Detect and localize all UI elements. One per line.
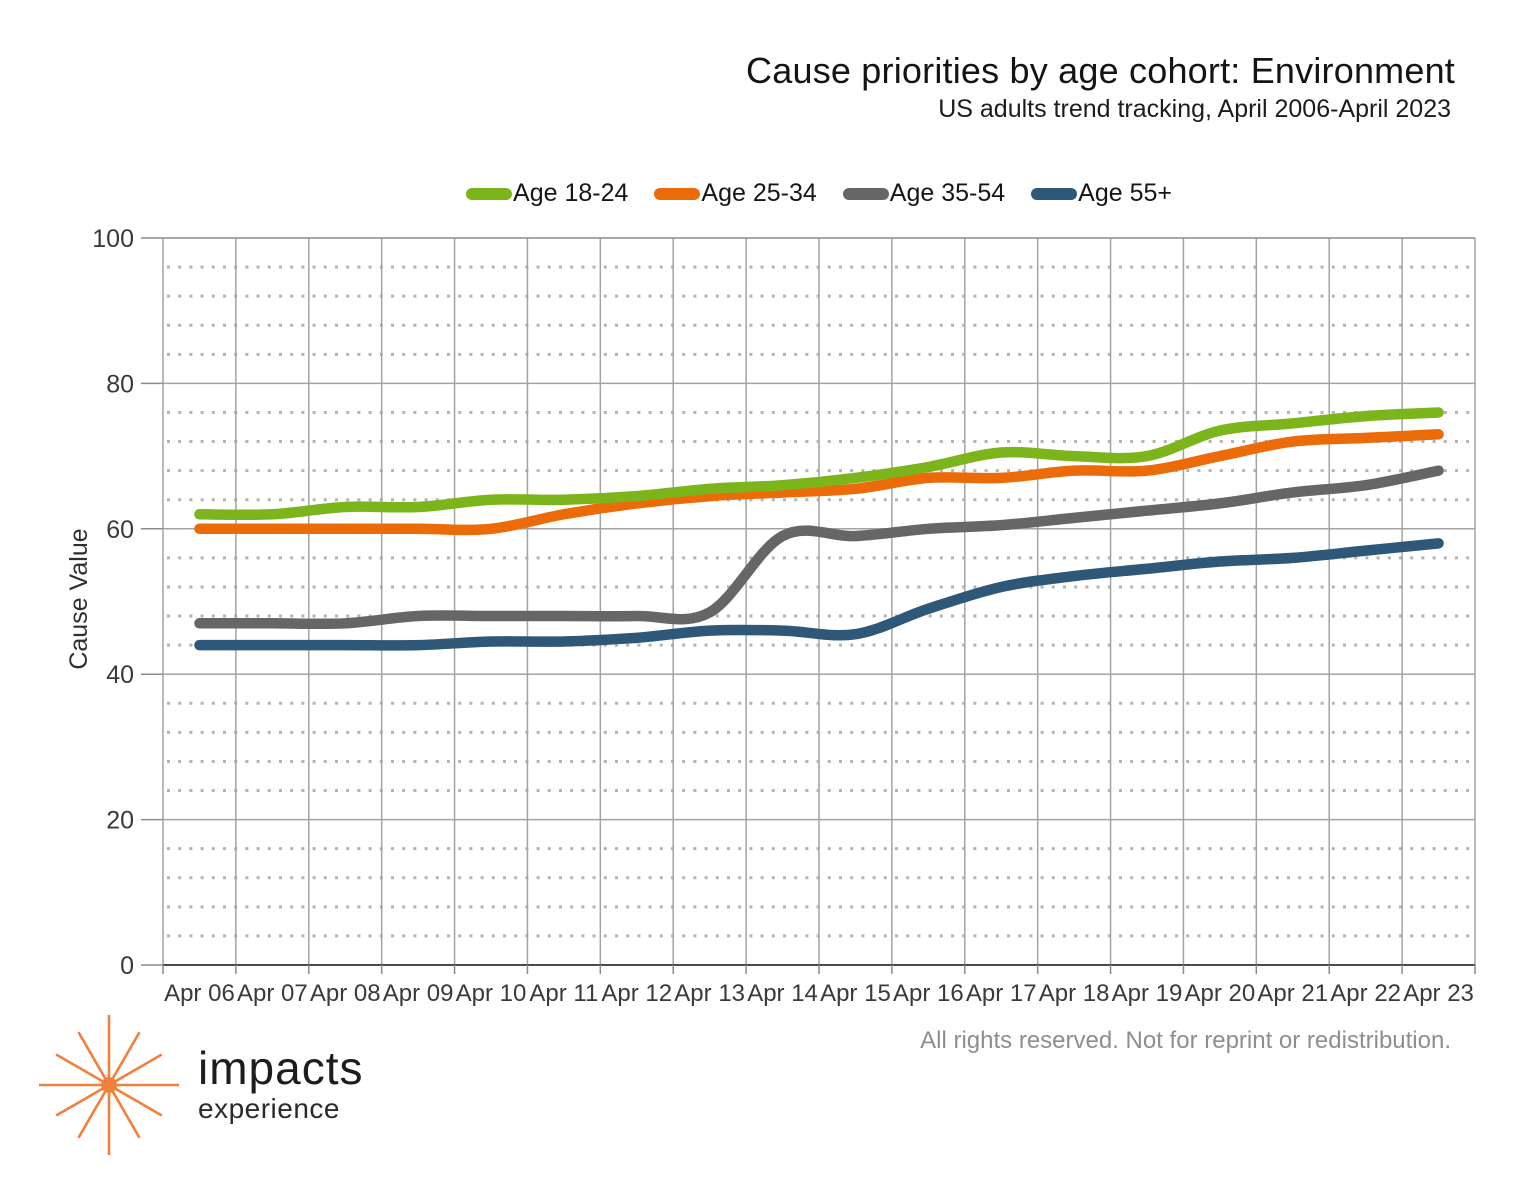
legend-label: Age 25-34 xyxy=(701,179,817,207)
series-line-age-35-54 xyxy=(194,465,1444,630)
y-tick-label: 100 xyxy=(92,225,134,253)
legend-item-age-55: Age 55+ xyxy=(1031,179,1172,208)
x-axis-labels: Apr 06 Apr 07 Apr 08 Apr 09 Apr 10 Apr 11 Apr … xyxy=(164,980,1474,1007)
x-tick-label: Apr 20 xyxy=(1185,980,1256,1007)
y-axis-labels: 0 20 40 60 80 100 xyxy=(92,225,134,980)
x-tick-label: Apr 23 xyxy=(1403,980,1474,1007)
legend: Age 18-24 Age 25-34 Age 35-54 Age 55+ xyxy=(163,179,1475,208)
x-tick-label: Apr 21 xyxy=(1257,980,1328,1007)
legend-item-age-35-54: Age 35-54 xyxy=(842,179,1006,208)
x-tick-label: Apr 19 xyxy=(1112,980,1183,1007)
legend-label: Age 18-24 xyxy=(513,179,629,207)
legend-item-age-18-24: Age 18-24 xyxy=(466,179,628,208)
x-tick-label: Apr 17 xyxy=(966,980,1037,1007)
series-line-age-18-24 xyxy=(194,407,1444,521)
y-tick-label: 0 xyxy=(120,952,134,980)
logo-wordmark-block: impacts experience xyxy=(198,1045,363,1125)
legend-item-age-25-34: Age 25-34 xyxy=(654,179,817,208)
y-tick-label: 20 xyxy=(106,807,134,835)
legend-label: Age 55+ xyxy=(1078,179,1172,207)
logo: impacts experience xyxy=(34,1010,363,1160)
logo-wordmark: impacts xyxy=(198,1042,364,1094)
chart-title: Cause priorities by age cohort: Environm… xyxy=(746,50,1455,91)
x-tick-label: Apr 07 xyxy=(237,980,308,1007)
x-tick-label: Apr 08 xyxy=(310,980,381,1007)
legend-swatch-icon xyxy=(1031,187,1078,200)
y-tick-label: 40 xyxy=(106,661,134,689)
starburst-icon xyxy=(39,1015,179,1155)
series-line-age-25-34 xyxy=(194,429,1444,536)
legend-label: Age 35-54 xyxy=(889,179,1006,207)
y-tick-label: 60 xyxy=(106,516,134,544)
x-tick-label: Apr 11 xyxy=(529,980,598,1007)
logo-subbrand: experience xyxy=(198,1093,340,1124)
legend-swatch-icon xyxy=(654,187,701,200)
x-tick-label: Apr 09 xyxy=(383,980,454,1007)
x-tick-label: Apr 16 xyxy=(893,980,964,1007)
x-tick-label: Apr 06 xyxy=(164,980,235,1007)
x-tick-label: Apr 13 xyxy=(674,980,745,1007)
axis-ticks xyxy=(141,237,1476,974)
x-tick-label: Apr 22 xyxy=(1330,980,1401,1007)
legend-swatch-icon xyxy=(466,187,513,200)
series-line-age-55 xyxy=(194,538,1444,651)
x-tick-label: Apr 18 xyxy=(1039,980,1110,1007)
x-tick-label: Apr 15 xyxy=(820,980,891,1007)
y-axis-title: Cause Value xyxy=(65,528,93,670)
y-tick-label: 80 xyxy=(106,370,134,398)
x-tick-label: Apr 12 xyxy=(601,980,672,1007)
vertical-gridlines xyxy=(162,238,1476,965)
rights-notice: All rights reserved. Not for reprint or … xyxy=(920,1027,1451,1054)
legend-swatch-icon xyxy=(842,187,889,200)
chart-subtitle: US adults trend tracking, April 2006-Apr… xyxy=(938,95,1451,123)
x-tick-label: Apr 14 xyxy=(747,980,818,1007)
x-tick-label: Apr 10 xyxy=(456,980,527,1007)
